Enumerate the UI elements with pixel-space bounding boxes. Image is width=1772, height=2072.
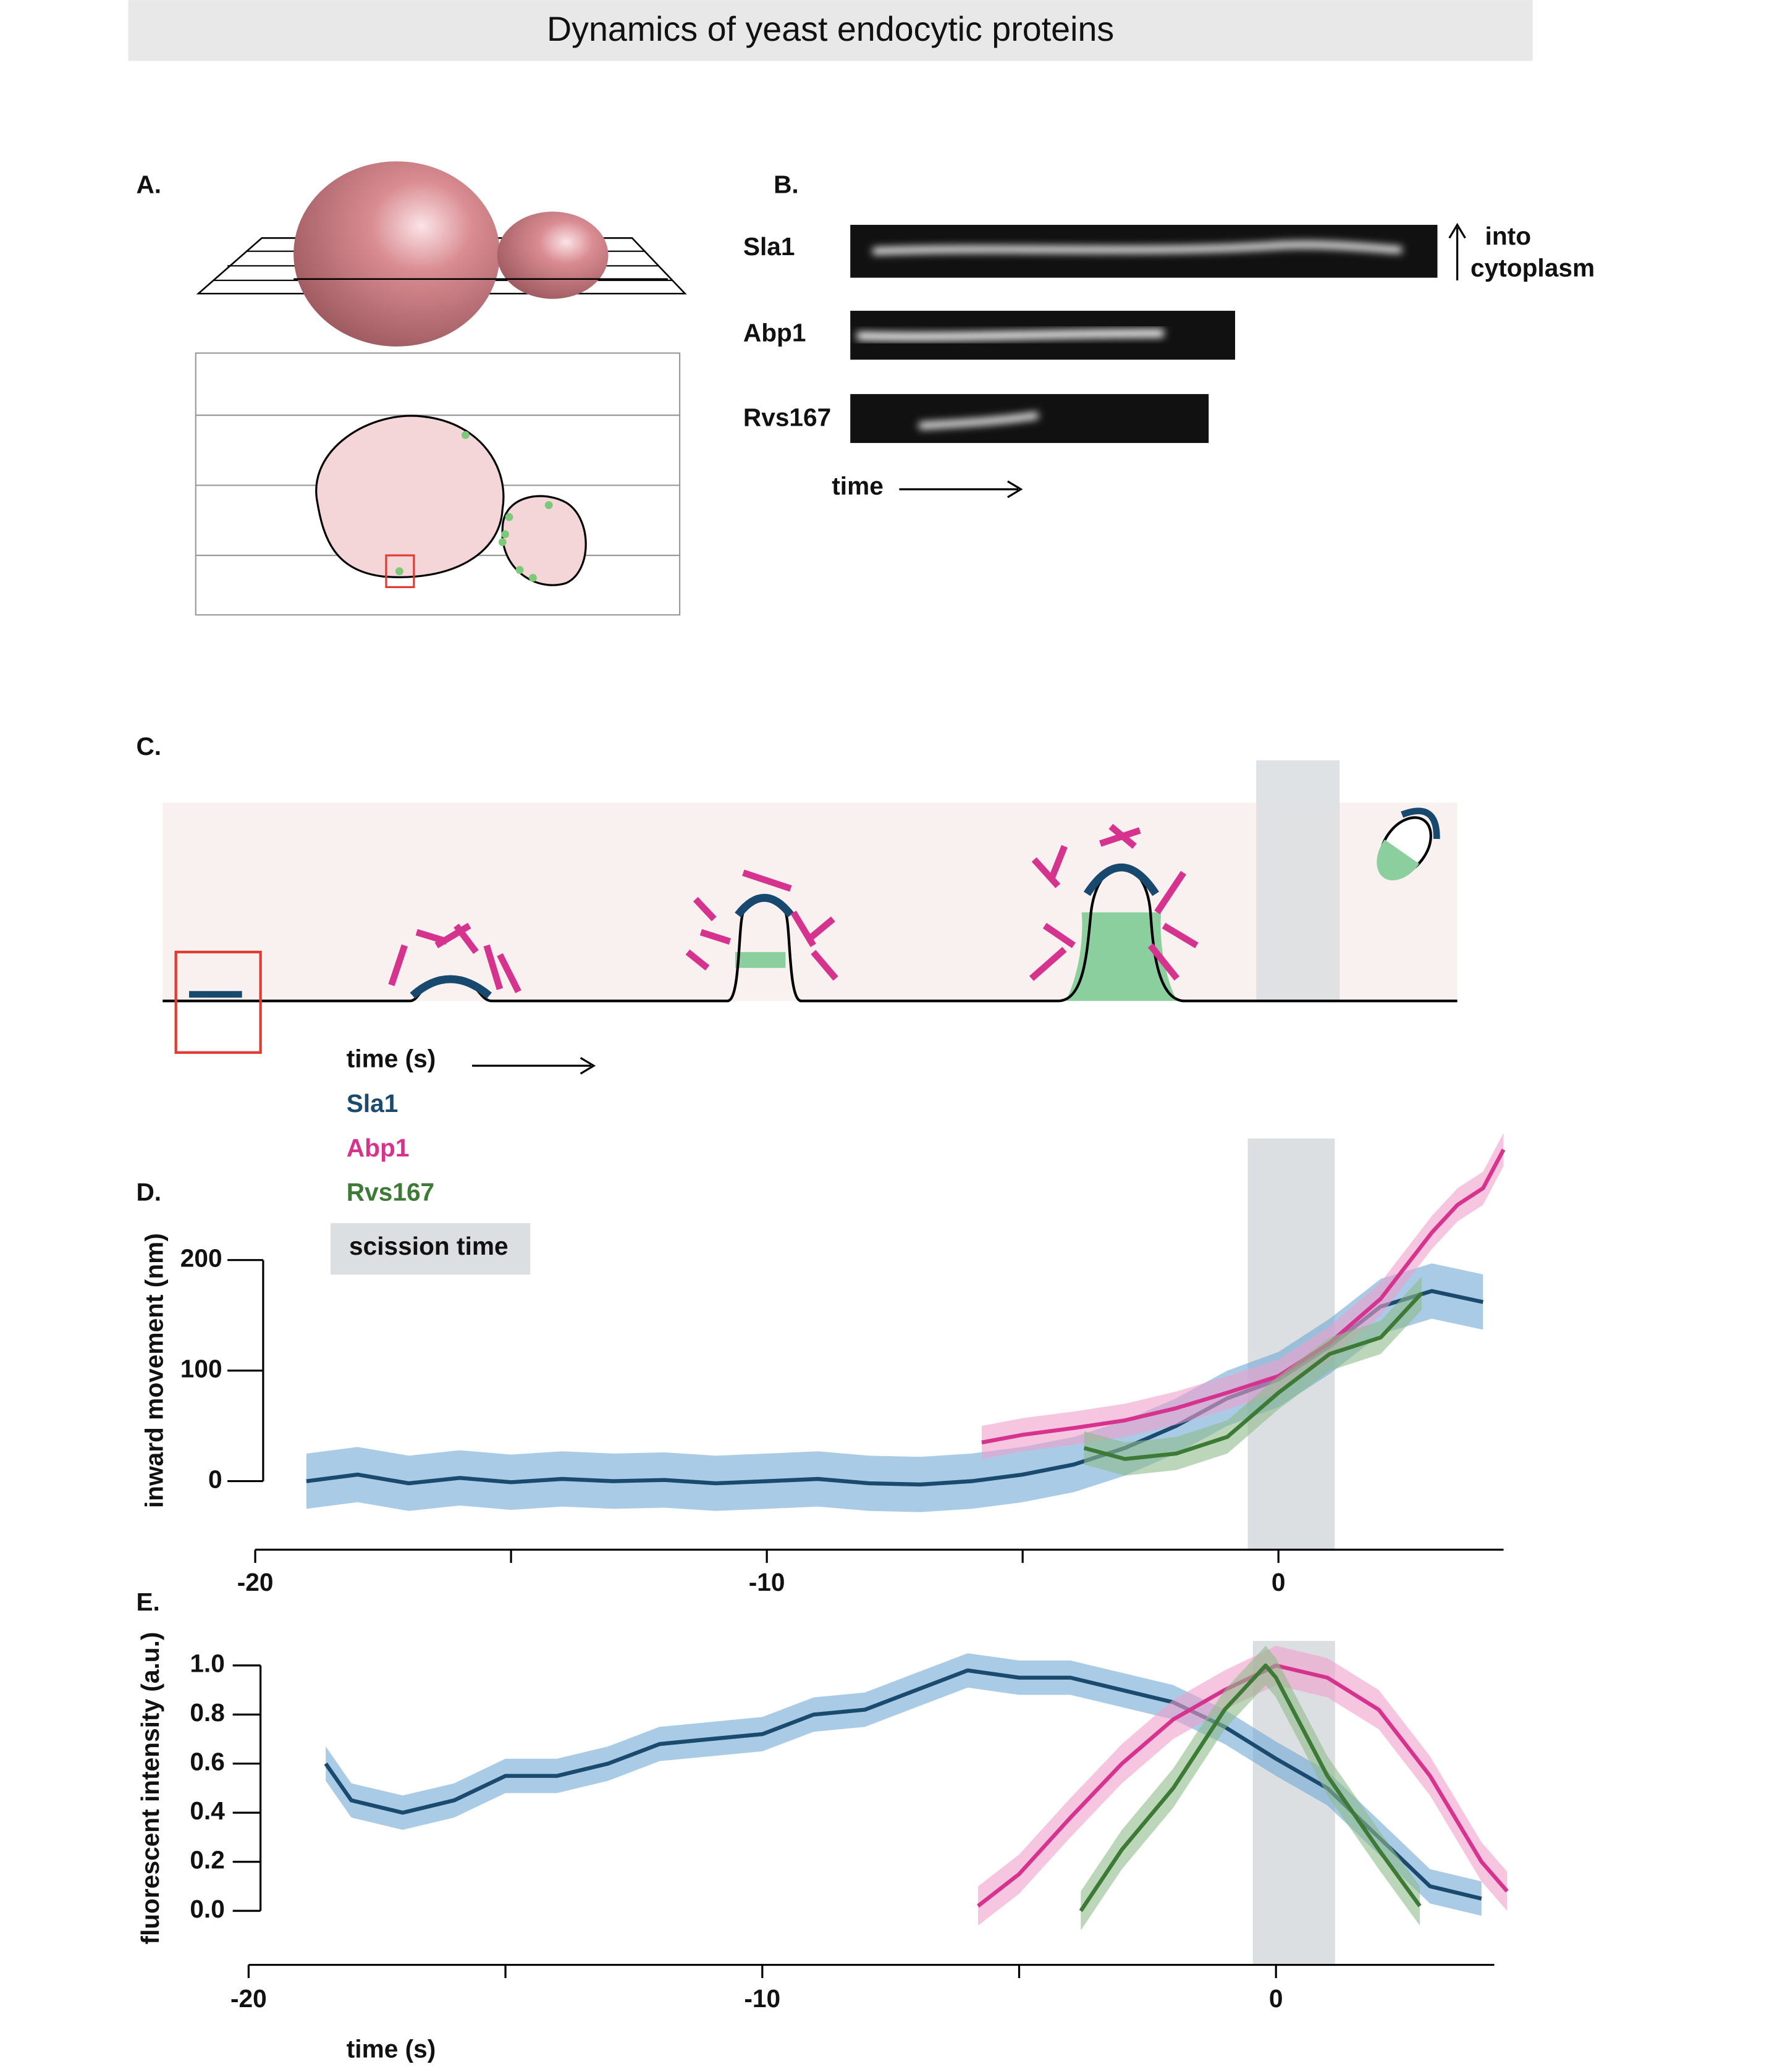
time-label: time (s): [347, 1044, 436, 1072]
kymographs: [850, 222, 1466, 499]
panel-label: D.: [136, 1178, 161, 1207]
time-label: time: [832, 472, 884, 500]
legend-entry: scission time: [349, 1232, 508, 1260]
cell-illustration: [195, 161, 687, 616]
kymo-label: Abp1: [743, 318, 806, 347]
kymo-label: Sla1: [743, 232, 795, 261]
y-tick-label: 0: [208, 1465, 222, 1493]
x-tick-label: 0: [1269, 1984, 1283, 2013]
x-tick-label: -20: [237, 1568, 274, 1596]
legend-entry: Rvs167: [347, 1178, 434, 1207]
y-axis-label: fluorescent intensity (a.u.): [136, 1632, 164, 1945]
panel-label: E.: [136, 1588, 159, 1616]
y-tick-label: 0.4: [190, 1796, 225, 1825]
y-tick-label: 100: [180, 1354, 222, 1383]
kymo-label: Rvs167: [743, 403, 831, 431]
y-tick-label: 1.0: [190, 1649, 225, 1678]
series-line: [1079, 1663, 1422, 1913]
x-tick-label: -10: [744, 1984, 780, 2013]
x-tick-label: -20: [230, 1984, 267, 2013]
y-axis-label: inward movement (nm): [140, 1233, 168, 1508]
confidence-band: [977, 1646, 1508, 1926]
legend-entry: Abp1: [347, 1134, 410, 1162]
x-axis-label: time (s): [347, 2034, 436, 2063]
title-bar: [128, 0, 1533, 61]
legend-swatch: [331, 1223, 531, 1275]
y-tick-label: 0.8: [190, 1698, 225, 1727]
panel-label: A.: [136, 171, 161, 199]
legend-entry: Sla1: [347, 1089, 399, 1118]
series-line: [1083, 1292, 1424, 1461]
direction-label: cytoplasm: [1470, 253, 1595, 282]
y-tick-label: 0.6: [190, 1748, 225, 1776]
x-tick-label: 0: [1272, 1568, 1286, 1596]
panel-label: C.: [136, 732, 161, 760]
endocytosis-schematic: [162, 760, 1458, 1075]
panel-label: B.: [774, 171, 799, 199]
y-tick-label: 200: [180, 1244, 222, 1272]
direction-label: into: [1485, 222, 1532, 250]
series-line: [324, 1668, 1482, 1901]
confidence-band: [981, 1132, 1504, 1459]
figure-title: Dynamics of yeast endocytic proteins: [547, 10, 1114, 48]
y-tick-label: 0.2: [190, 1845, 225, 1874]
x-tick-label: -10: [749, 1568, 785, 1596]
y-tick-label: 0.0: [190, 1895, 225, 1923]
